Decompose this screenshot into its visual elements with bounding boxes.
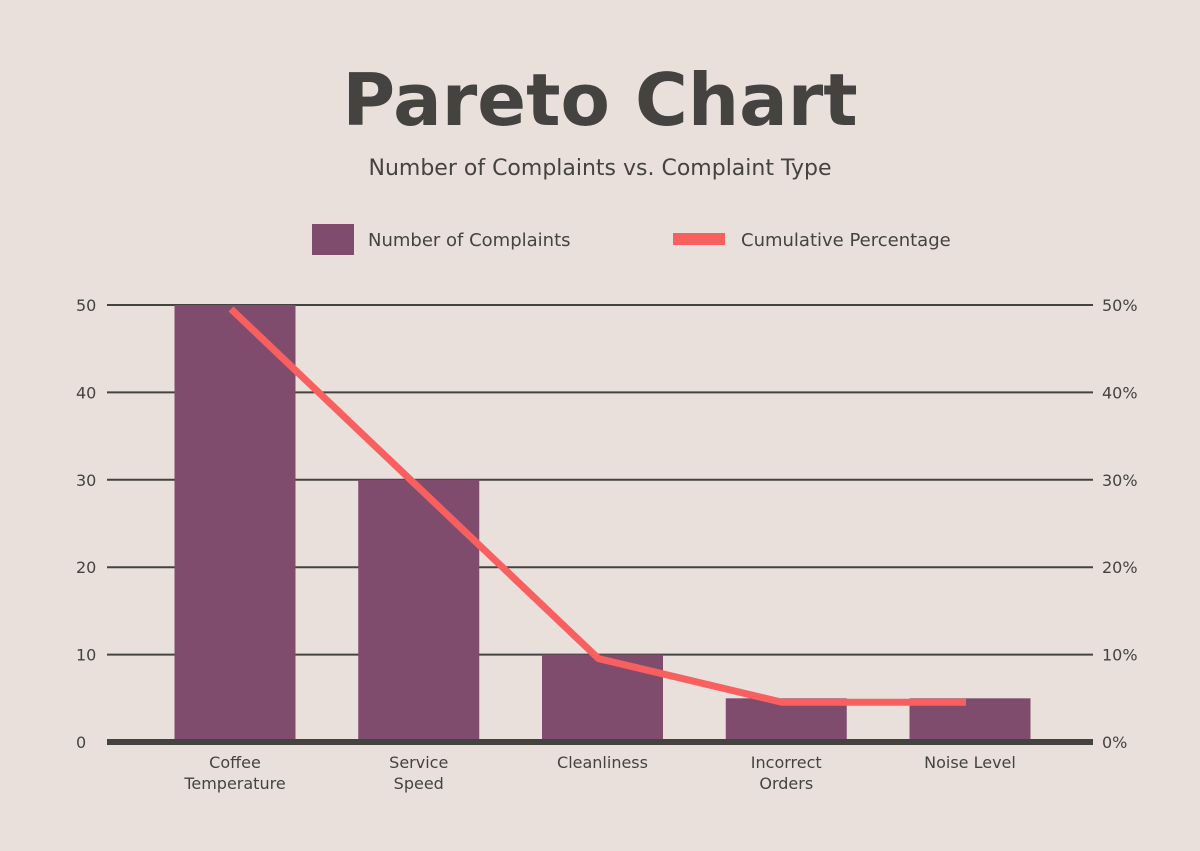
legend: Number of Complaints Cumulative Percenta… xyxy=(312,224,951,255)
x-tick-label: Incorrect Orders xyxy=(751,753,822,793)
right-axis-ticks: 0% 10% 20% 30% 40% 50% xyxy=(1102,296,1138,752)
bar xyxy=(358,479,480,742)
y-left-tick-label: 50 xyxy=(76,296,96,315)
bars xyxy=(174,305,1031,742)
x-tick-label: Cleanliness xyxy=(557,753,648,772)
legend-label-bars: Number of Complaints xyxy=(368,230,571,251)
y-right-tick-label: 40% xyxy=(1102,383,1138,402)
y-right-tick-label: 30% xyxy=(1102,471,1138,490)
chart-title: Pareto Chart xyxy=(342,58,858,142)
category-labels: Coffee Temperature Service Speed Cleanliness… xyxy=(183,753,1016,793)
y-right-tick-label: 0% xyxy=(1102,733,1127,752)
left-axis-ticks: 0 10 20 30 40 50 xyxy=(76,296,96,752)
x-tick-label: Service Speed xyxy=(389,753,448,793)
cumulative-percentage-line xyxy=(228,306,966,706)
bar xyxy=(174,305,296,742)
legend-swatch-line xyxy=(673,233,725,245)
y-left-tick-label: 20 xyxy=(76,558,96,577)
legend-label-line: Cumulative Percentage xyxy=(741,230,951,251)
chart-subtitle: Number of Complaints vs. Complaint Type xyxy=(368,156,832,181)
y-right-tick-label: 50% xyxy=(1102,296,1138,315)
legend-swatch-bars xyxy=(312,224,354,255)
y-left-tick-label: 40 xyxy=(76,383,96,402)
y-right-tick-label: 10% xyxy=(1102,646,1138,665)
y-right-tick-label: 20% xyxy=(1102,558,1138,577)
y-left-tick-label: 0 xyxy=(76,733,86,752)
y-left-tick-label: 30 xyxy=(76,471,96,490)
cumulative-line xyxy=(228,306,967,706)
x-tick-label: Coffee Temperature xyxy=(183,753,285,793)
y-left-tick-label: 10 xyxy=(76,646,96,665)
x-tick-label: Noise Level xyxy=(924,753,1016,772)
